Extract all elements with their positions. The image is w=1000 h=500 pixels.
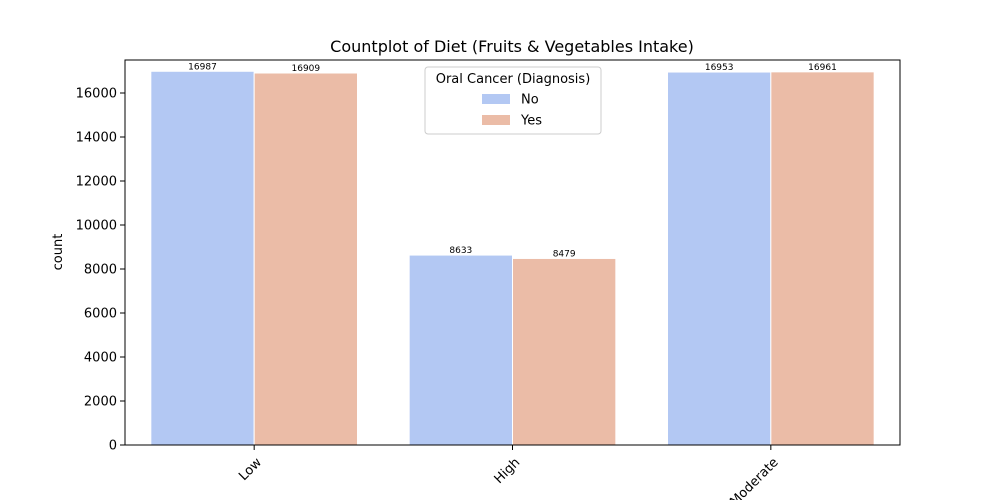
- x-tick-label-high: High: [492, 455, 524, 487]
- chart-title: Countplot of Diet (Fruits & Vegetables I…: [330, 37, 694, 56]
- legend-label-no: No: [521, 93, 539, 108]
- y-tick-label: 10000: [76, 219, 117, 234]
- y-axis-label: count: [51, 234, 66, 271]
- legend-title: Oral Cancer (Diagnosis): [436, 72, 591, 87]
- y-tick-label: 0: [109, 439, 117, 454]
- bar-moderate-no: [667, 71, 772, 446]
- legend-swatch-yes: [482, 115, 510, 125]
- y-tick-label: 4000: [84, 351, 117, 366]
- plot-area: 16987 16909 Low 8633 8479 High 16953 16961 Moder…: [76, 59, 901, 500]
- bar-low-yes: [253, 72, 359, 446]
- y-tick-label: 14000: [76, 131, 117, 146]
- x-tick-label-moderate: Moderate: [727, 455, 781, 500]
- bar-label-low-yes: 16909: [292, 64, 321, 74]
- legend: Oral Cancer (Diagnosis) No Yes: [424, 66, 602, 135]
- bar-label-high-no: 8633: [449, 246, 472, 256]
- bar-moderate-yes: [770, 71, 875, 446]
- bar-high-yes: [512, 257, 617, 446]
- axes-frame: [124, 59, 901, 446]
- bar-label-moderate-yes: 16961: [808, 63, 837, 73]
- y-tick-label: 8000: [84, 263, 117, 278]
- bar-high-no: [408, 254, 513, 446]
- legend-box: [424, 66, 602, 135]
- y-tick-label: 2000: [84, 395, 117, 410]
- bar-label-high-yes: 8479: [553, 249, 576, 259]
- bar-low-no: [150, 70, 255, 446]
- bar-label-low-no: 16987: [188, 62, 217, 72]
- x-tick-label-low: Low: [236, 455, 265, 484]
- y-tick-label: 12000: [76, 175, 117, 190]
- legend-swatch-no: [482, 94, 510, 104]
- y-tick-label: 6000: [84, 307, 117, 322]
- bar-label-moderate-no: 16953: [705, 63, 734, 73]
- y-tick-label: 16000: [76, 87, 117, 102]
- legend-label-yes: Yes: [520, 114, 542, 129]
